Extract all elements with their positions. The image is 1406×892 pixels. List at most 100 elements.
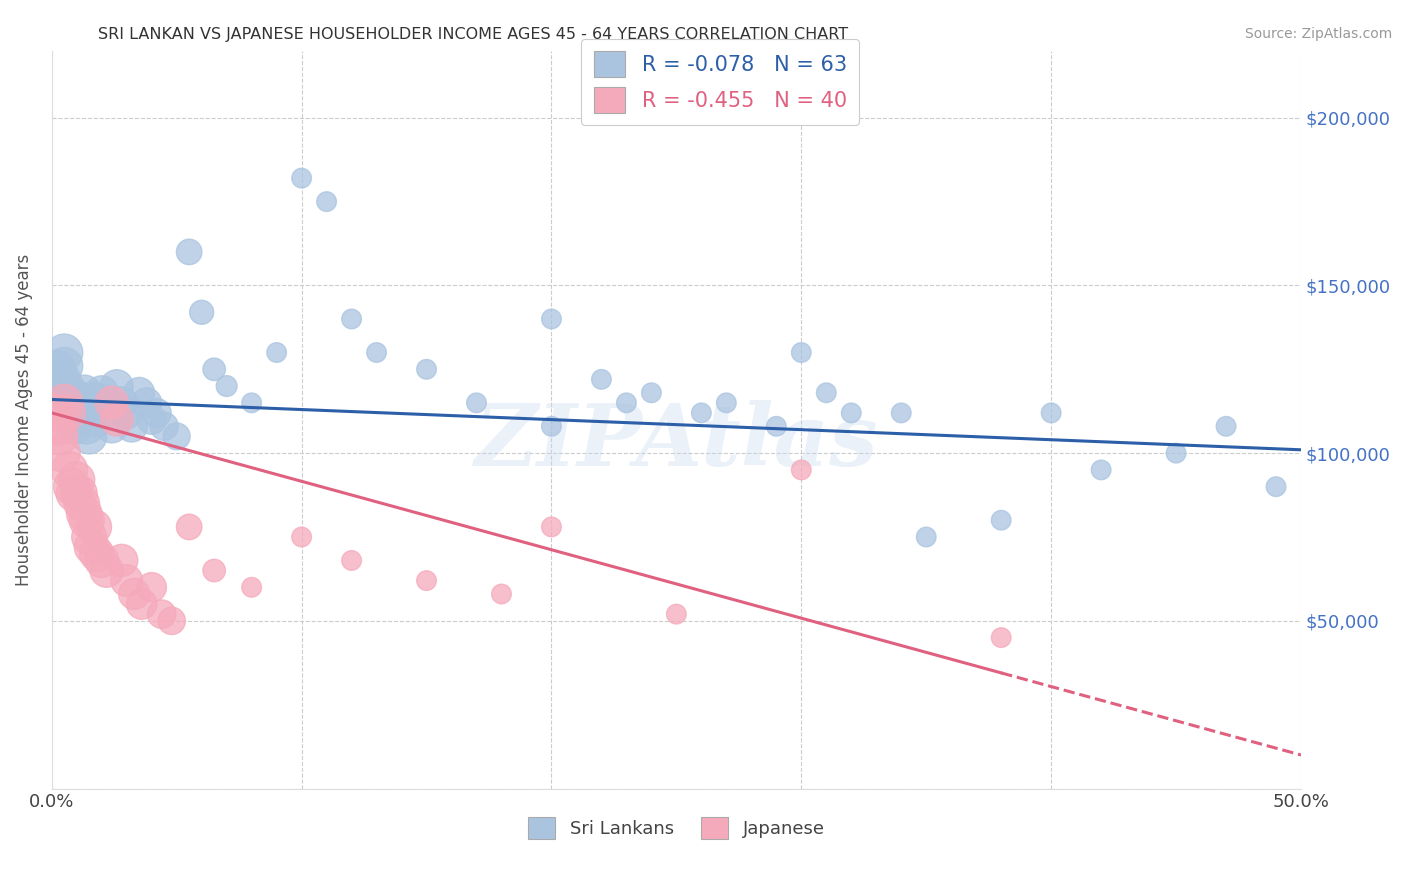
- Point: [66, 412, 89, 426]
- Point: [80, 540, 103, 554]
- Point: [48, 385, 70, 400]
- Point: [1164, 446, 1187, 460]
- Point: [121, 419, 143, 434]
- Point: [340, 312, 363, 326]
- Point: [202, 362, 225, 376]
- Point: [55, 406, 77, 420]
- Point: [70, 496, 93, 510]
- Point: [44, 406, 66, 420]
- Point: [839, 406, 862, 420]
- Point: [1265, 480, 1288, 494]
- Point: [291, 171, 314, 186]
- Point: [145, 406, 167, 420]
- Point: [179, 520, 201, 534]
- Point: [141, 580, 163, 594]
- Point: [73, 507, 96, 521]
- Point: [315, 194, 337, 209]
- Point: [291, 530, 314, 544]
- Point: [77, 530, 100, 544]
- Point: [266, 345, 288, 359]
- Text: ZIPAtlas: ZIPAtlas: [474, 400, 879, 483]
- Point: [665, 607, 688, 621]
- Point: [1215, 419, 1237, 434]
- Point: [716, 396, 738, 410]
- Point: [53, 359, 76, 373]
- Point: [105, 412, 128, 426]
- Legend: Sri Lankans, Japanese: Sri Lankans, Japanese: [522, 809, 832, 846]
- Point: [366, 345, 388, 359]
- Point: [153, 419, 176, 434]
- Point: [58, 396, 80, 410]
- Point: [240, 580, 263, 594]
- Point: [83, 392, 105, 407]
- Point: [100, 419, 122, 434]
- Point: [616, 396, 638, 410]
- Point: [86, 412, 108, 426]
- Point: [915, 530, 938, 544]
- Point: [202, 564, 225, 578]
- Point: [415, 362, 437, 376]
- Point: [111, 396, 134, 410]
- Point: [77, 429, 100, 443]
- Point: [690, 406, 713, 420]
- Point: [83, 520, 105, 534]
- Point: [67, 486, 90, 500]
- Point: [990, 513, 1012, 527]
- Point: [67, 392, 90, 407]
- Point: [86, 547, 108, 561]
- Point: [60, 406, 83, 420]
- Point: [53, 396, 76, 410]
- Point: [1090, 463, 1112, 477]
- Point: [45, 419, 67, 434]
- Point: [340, 553, 363, 567]
- Point: [45, 362, 67, 376]
- Point: [540, 312, 562, 326]
- Point: [1040, 406, 1063, 420]
- Point: [44, 379, 66, 393]
- Point: [111, 553, 134, 567]
- Point: [540, 520, 562, 534]
- Point: [76, 513, 98, 527]
- Point: [540, 419, 562, 434]
- Point: [63, 419, 86, 434]
- Point: [179, 244, 201, 259]
- Point: [790, 463, 813, 477]
- Point: [48, 429, 70, 443]
- Point: [105, 379, 128, 393]
- Point: [491, 587, 513, 601]
- Point: [58, 463, 80, 477]
- Point: [70, 402, 93, 417]
- Point: [815, 385, 838, 400]
- Point: [166, 429, 188, 443]
- Point: [55, 383, 77, 397]
- Point: [215, 379, 238, 393]
- Point: [80, 406, 103, 420]
- Point: [640, 385, 662, 400]
- Point: [51, 446, 73, 460]
- Point: [415, 574, 437, 588]
- Point: [76, 419, 98, 434]
- Point: [96, 396, 118, 410]
- Point: [73, 385, 96, 400]
- Point: [135, 396, 157, 410]
- Point: [66, 473, 89, 487]
- Text: Source: ZipAtlas.com: Source: ZipAtlas.com: [1244, 27, 1392, 41]
- Point: [51, 372, 73, 386]
- Point: [765, 419, 787, 434]
- Point: [128, 385, 150, 400]
- Point: [141, 412, 163, 426]
- Point: [100, 396, 122, 410]
- Point: [131, 597, 153, 611]
- Point: [90, 553, 112, 567]
- Text: SRI LANKAN VS JAPANESE HOUSEHOLDER INCOME AGES 45 - 64 YEARS CORRELATION CHART: SRI LANKAN VS JAPANESE HOUSEHOLDER INCOM…: [98, 27, 849, 42]
- Point: [150, 607, 173, 621]
- Point: [96, 564, 118, 578]
- Point: [591, 372, 613, 386]
- Point: [90, 385, 112, 400]
- Point: [190, 305, 212, 319]
- Point: [60, 480, 83, 494]
- Point: [465, 396, 488, 410]
- Point: [53, 345, 76, 359]
- Point: [115, 406, 138, 420]
- Y-axis label: Householder Income Ages 45 - 64 years: Householder Income Ages 45 - 64 years: [15, 253, 32, 586]
